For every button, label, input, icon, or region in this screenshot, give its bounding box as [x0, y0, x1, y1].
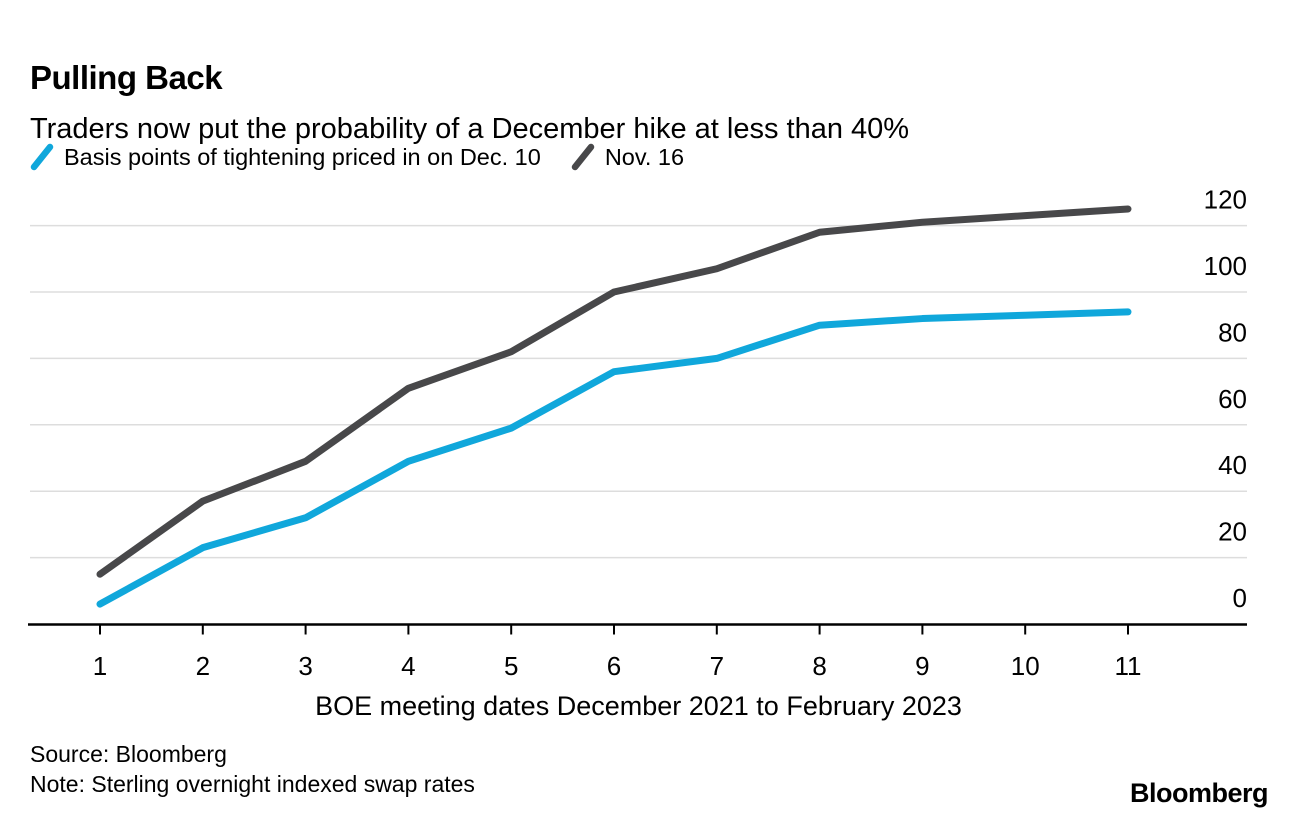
y-axis-tick-label: 100 — [1204, 251, 1247, 281]
legend: Basis points of tightening priced in on … — [30, 142, 684, 172]
y-axis-tick-label: 40 — [1218, 450, 1247, 480]
x-axis-tick-label: 10 — [1011, 651, 1040, 681]
y-axis-tick-label: 80 — [1218, 317, 1247, 347]
bloomberg-logo: Bloomberg — [1129, 778, 1269, 808]
note-text: Note: Sterling overnight indexed swap ra… — [30, 771, 475, 797]
y-axis-tick-label: 0 — [1233, 583, 1247, 613]
x-axis-tick-label: 4 — [401, 651, 415, 681]
x-axis-title: BOE meeting dates December 2021 to Febru… — [315, 691, 962, 721]
x-axis-tick-label: 1 — [93, 651, 107, 681]
y-axis-tick-label: 60 — [1218, 384, 1247, 414]
x-axis-tick-label: 3 — [298, 651, 312, 681]
y-axis-tick-label: 20 — [1218, 517, 1247, 547]
x-axis-tick-label: 8 — [812, 651, 826, 681]
chart-subtitle: Traders now put the probability of a Dec… — [30, 113, 910, 145]
chart-title: Pulling Back — [30, 59, 223, 97]
source-text: Source: Bloomberg — [30, 741, 227, 767]
x-axis-tick-label: 11 — [1115, 651, 1142, 681]
x-axis-tick-label: 5 — [504, 651, 518, 681]
x-axis-tick-label: 9 — [915, 651, 929, 681]
line-swatch-gray-icon — [571, 143, 595, 171]
x-axis-tick-label: 2 — [196, 651, 210, 681]
x-axis-tick-label: 7 — [710, 651, 724, 681]
legend-item-dec10: Basis points of tightening priced in on … — [30, 142, 541, 172]
x-axis-tick-label: 6 — [607, 651, 621, 681]
series-line-nov16 — [96, 205, 1132, 578]
legend-label-nov16: Nov. 16 — [604, 143, 685, 170]
legend-label-dec10: Basis points of tightening priced in on … — [64, 143, 541, 170]
line-swatch-cyan-icon — [30, 143, 54, 171]
legend-item-nov16: Nov. 16 — [571, 142, 684, 172]
y-axis-tick-label: 120 — [1204, 185, 1247, 215]
series-line-dec10 — [96, 308, 1132, 608]
